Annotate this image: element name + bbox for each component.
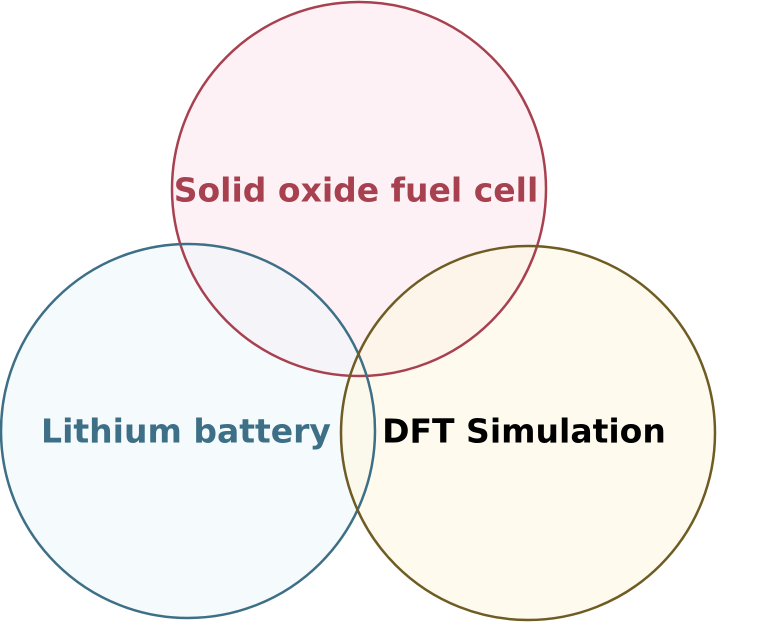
circle-solid-oxide-fuel-cell	[170, 0, 548, 378]
label-dft-simulation: DFT Simulation	[382, 412, 666, 451]
circle-lithium-battery	[0, 242, 377, 620]
label-solid-oxide-fuel-cell: Solid oxide fuel cell	[174, 171, 539, 210]
label-lithium-battery: Lithium battery	[41, 412, 331, 451]
circle-lithium-battery-fill	[1, 244, 375, 618]
circle-dft-simulation	[339, 244, 717, 622]
circle-dft-simulation-fill	[341, 246, 715, 620]
